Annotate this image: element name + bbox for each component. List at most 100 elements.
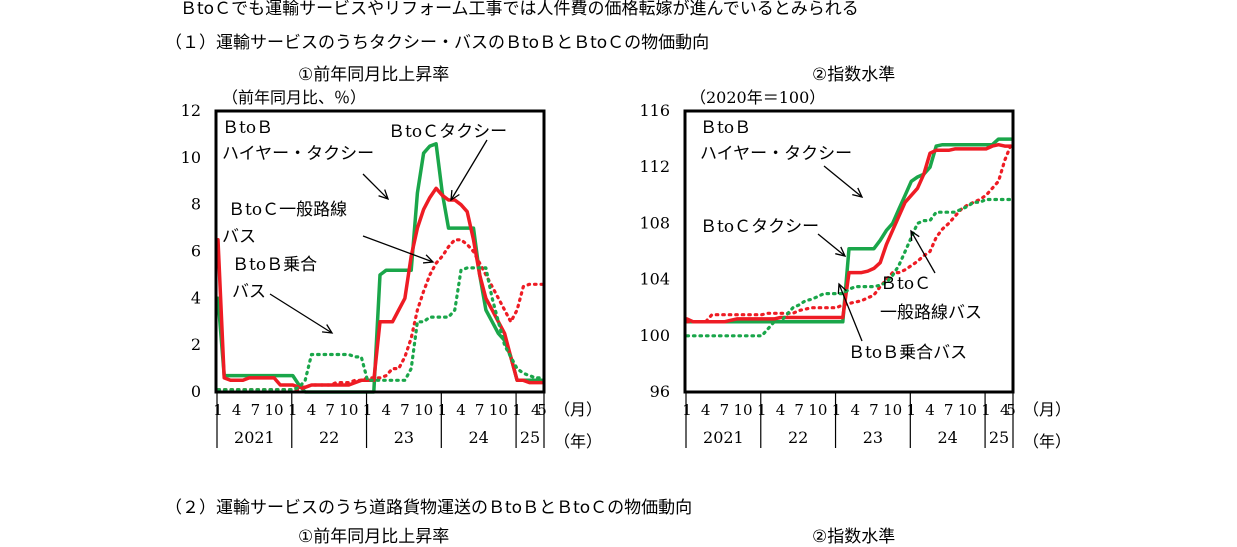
x-month-tick-label: 7	[794, 401, 804, 419]
y-tick-label: 0	[191, 382, 201, 401]
series-annotation: ＢtoＢ乗合バス	[848, 343, 967, 363]
arrow-head	[450, 189, 460, 202]
x-month-tick-label: 4	[307, 401, 317, 419]
y-tick-label: 116	[639, 101, 670, 120]
x-year-label: 24	[938, 428, 958, 447]
section1-heading: （１）運輸サービスのうちタクシー・バスのＢtoＢとＢtoＣの物価動向	[165, 33, 710, 53]
x-month-tick-label: 10	[489, 401, 508, 419]
arrow-head	[378, 189, 390, 201]
section2-heading: （２）運輸サービスのうち道路貨物運送のＢtoＢとＢtoＣの物価動向	[165, 498, 693, 518]
annotation-arrow	[817, 233, 846, 257]
y-tick-label: 104	[639, 270, 670, 289]
x-year-label: 22	[788, 428, 808, 447]
x-month-tick-label: 1	[682, 401, 692, 419]
x-year-label: 24	[469, 428, 489, 447]
y-unit-label-1: （2020年＝100）	[690, 88, 825, 107]
arrow-head	[910, 229, 920, 242]
x-month-tick-label: 1	[981, 401, 991, 419]
series-line-0	[685, 137, 1013, 324]
arrow-head	[852, 187, 864, 198]
y-tick-label: 4	[191, 288, 201, 307]
x-month-tick-label: 7	[869, 401, 879, 419]
x-month-tick-label: 1	[907, 401, 917, 419]
x-month-tick-label: 10	[339, 401, 358, 419]
x-month-tick-label: 4	[701, 401, 711, 419]
plot-frame	[214, 109, 546, 394]
x-year-label: 25	[520, 428, 540, 447]
y-tick-label: 112	[639, 157, 670, 176]
x-month-tick-label: 5	[1006, 401, 1016, 419]
y-tick-label: 108	[639, 213, 670, 232]
series-annotation: ＢtoＣタクシー	[700, 217, 819, 237]
arrow-head	[422, 254, 435, 264]
x-year-label: 2021	[234, 428, 275, 447]
annotation-arrow	[362, 173, 389, 200]
x-month-tick-label: 10	[734, 401, 753, 419]
chart1-title: ①前年同月比上昇率	[298, 65, 450, 85]
annotation-arrow	[450, 139, 488, 201]
y-unit-label-0: （前年同月比、％）	[222, 88, 366, 107]
x-month-tick-label: 1	[832, 401, 842, 419]
annotation-arrow	[362, 235, 434, 263]
x-month-tick-label: 10	[958, 401, 977, 419]
y-tick-label: 10	[181, 148, 201, 167]
x-year-unit: （年）	[554, 432, 602, 451]
x-month-tick-label: 4	[776, 401, 786, 419]
series-annotation: バス	[232, 282, 266, 302]
x-month-tick-label: 4	[456, 401, 466, 419]
x-month-tick-label: 1	[512, 401, 522, 419]
x-month-tick-label: 1	[213, 401, 223, 419]
x-month-tick-label: 4	[1000, 401, 1010, 419]
x-month-tick-label: 7	[720, 401, 730, 419]
x-month-tick-label: 4	[850, 401, 860, 419]
y-tick-label: 100	[639, 326, 670, 345]
x-month-tick-label: 4	[232, 401, 242, 419]
x-month-tick-label: 10	[808, 401, 827, 419]
y-tick-label: 8	[191, 195, 201, 214]
series-annotation: ＢtoＣ	[880, 274, 931, 294]
chart2-title: ②指数水準	[812, 65, 896, 85]
x-month-unit: （月）	[1023, 400, 1071, 419]
x-month-tick-label: 10	[883, 401, 902, 419]
series-annotation: ハイヤー・タクシー	[222, 144, 374, 164]
series-annotation: ＢtoＢ	[700, 118, 751, 138]
x-month-tick-label: 4	[531, 401, 541, 419]
x-year-label: 25	[989, 428, 1009, 447]
x-month-unit: （月）	[554, 400, 602, 419]
series-annotation: 一般路線バス	[880, 303, 982, 323]
annotation-arrow	[269, 293, 333, 334]
x-month-tick-label: 7	[400, 401, 410, 419]
x-month-tick-label: 1	[757, 401, 767, 419]
series-annotation: ＢtoＣ一般路線	[228, 200, 347, 220]
series-line-3	[216, 266, 544, 392]
x-month-tick-label: 1	[363, 401, 373, 419]
series-annotation: ＢtoＢ	[222, 118, 273, 138]
top-caption: ＢtoＣでも運輸サービスやリフォーム工事では人件費の価格転嫁が進んでいるとみられ…	[180, 0, 859, 19]
annotation-arrow	[910, 230, 936, 274]
series-annotation: ＢtoＢ乗合	[232, 255, 317, 275]
series-line-2	[685, 143, 1013, 324]
annotation-arrow	[838, 283, 863, 342]
annotation-arrow	[823, 165, 863, 198]
arrow-head	[837, 282, 847, 295]
arrow-head	[321, 324, 334, 334]
x-year-label: 22	[319, 428, 339, 447]
x-month-tick-label: 1	[438, 401, 448, 419]
plot-frame	[683, 109, 1015, 394]
series-line-3	[685, 197, 1013, 338]
x-month-tick-label: 7	[475, 401, 485, 419]
series-annotation: ＢtoＣタクシー	[388, 122, 507, 142]
y-tick-label: 12	[181, 101, 201, 120]
x-month-tick-label: 10	[265, 401, 284, 419]
series-line-1	[216, 186, 544, 390]
x-year-label: 23	[863, 428, 883, 447]
x-month-tick-label: 4	[925, 401, 935, 419]
y-tick-label: 6	[191, 242, 201, 261]
x-year-label: 23	[394, 428, 414, 447]
series-annotation: ハイヤー・タクシー	[700, 144, 852, 164]
series-line-0	[216, 142, 544, 394]
x-month-tick-label: 7	[251, 401, 261, 419]
y-tick-label: 2	[191, 335, 201, 354]
x-month-tick-label: 7	[944, 401, 954, 419]
